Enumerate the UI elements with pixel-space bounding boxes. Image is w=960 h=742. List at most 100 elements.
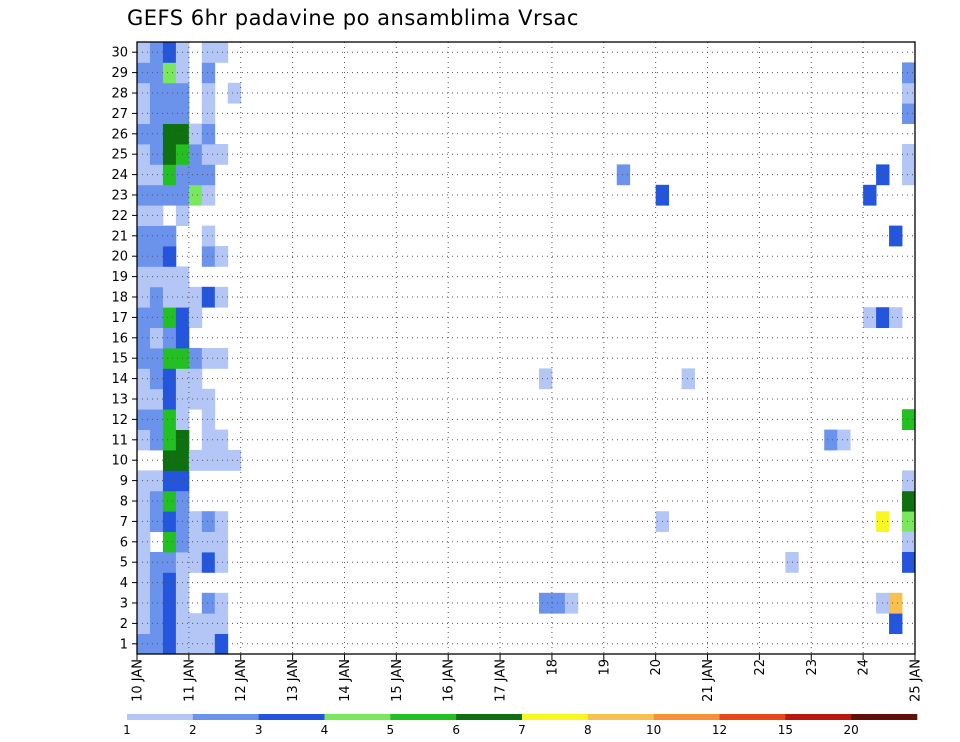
heatmap-cell [889,613,903,634]
heatmap-cell [564,592,579,614]
heatmap-cell [201,123,216,145]
heatmap-cell [902,470,916,492]
heatmap-cell [201,82,216,104]
heatmap-cell [902,531,916,553]
heatmap-cell [162,511,177,532]
colorbar-label: 4 [321,723,329,737]
heatmap-cell [137,164,151,186]
heatmap-cell [214,592,229,614]
heatmap-cell [201,62,216,84]
y-tick-label: 22 [111,209,128,224]
y-tick-label: 10 [111,454,128,469]
y-tick-label: 28 [111,87,128,102]
heatmap-cell [201,246,216,267]
y-tick-label: 19 [111,270,128,285]
heatmap-cell [149,246,164,267]
heatmap-cell [551,592,566,614]
heatmap-cell [137,286,151,308]
x-tick-label: 13 JAN [286,659,301,702]
y-tick-label: 18 [111,291,128,306]
heatmap-cell [162,552,177,573]
x-tick-label: 16 JAN [442,659,457,702]
heatmap-cell [902,164,916,186]
y-tick-label: 21 [111,229,128,244]
heatmap-cell [162,103,177,124]
heatmap-cell [201,225,216,247]
y-tick-label: 17 [111,311,128,326]
heatmap-cell [201,633,216,655]
colorbar-swatch [192,714,259,720]
heatmap-cell [188,613,203,634]
heatmap-cell [149,409,164,430]
y-tick-label: 20 [111,250,128,265]
heatmap-cell [902,62,916,84]
heatmap-cell [149,103,164,124]
y-tick-label: 12 [111,413,128,428]
heatmap-cell [201,286,216,308]
colorbar-swatch [785,714,852,720]
heatmap-cell [214,633,229,655]
x-tick-label: 15 JAN [390,659,405,702]
x-tick-label: 24 [857,659,872,676]
heatmap-cell [137,144,151,165]
heatmap-cell [137,123,151,145]
heatmap-cell [137,62,151,84]
heatmap-cell [681,368,695,390]
y-tick-label: 25 [111,148,128,163]
heatmap-cell [201,144,216,165]
heatmap-cell [201,103,216,124]
colorbar-label: 10 [646,723,661,737]
heatmap-cell [137,82,151,104]
colorbar-swatch [587,714,654,720]
heatmap-cell [201,164,216,186]
heatmap-cell [162,572,177,594]
y-tick-label: 26 [111,127,128,142]
heatmap-cell [162,266,177,288]
heatmap-cell [137,307,151,328]
heatmap-cell [137,511,151,532]
heatmap-cell [837,429,851,451]
heatmap-cell [149,388,164,410]
heatmap-cell [149,368,164,390]
heatmap-cell [137,531,151,553]
heatmap-cell [137,470,151,492]
y-tick-label: 23 [111,189,128,204]
heatmap-cell [162,286,177,308]
heatmap-cell [201,531,216,553]
heatmap-cell [162,42,177,63]
heatmap-cell [188,307,203,328]
x-tick-label: 19 [597,659,612,676]
colorbar-swatch [522,714,589,720]
heatmap-cell [162,368,177,390]
heatmap-cell [902,409,916,430]
colorbar-label: 1 [123,723,131,737]
heatmap-cell [149,592,164,614]
colorbar-label: 6 [452,723,460,737]
heatmap-cell [149,266,164,288]
heatmap-cell [149,511,164,532]
heatmap-cell [137,592,151,614]
heatmap-cell [902,144,916,165]
heatmap-cell [149,42,164,63]
colorbar-label: 5 [387,723,395,737]
heatmap-cell [201,511,216,532]
heatmap-cell [149,572,164,594]
heatmap-cell [149,82,164,104]
y-tick-label: 11 [111,433,128,448]
heatmap-cell [137,42,151,63]
heatmap-cell [201,388,216,410]
colorbar-swatch [390,714,457,720]
y-tick-label: 14 [111,372,128,387]
y-tick-label: 8 [120,495,128,510]
heatmap-cell [149,429,164,451]
y-tick-label: 5 [120,556,128,571]
x-tick-label: 11 JAN [182,659,197,702]
heatmap-cell [149,225,164,247]
x-tick-label: 22 [753,659,768,676]
heatmap-cell [227,82,242,104]
heatmap-cell [214,42,229,63]
heatmap-cell [137,225,151,247]
heatmap-cell [201,552,216,573]
heatmap-cell [214,429,229,451]
